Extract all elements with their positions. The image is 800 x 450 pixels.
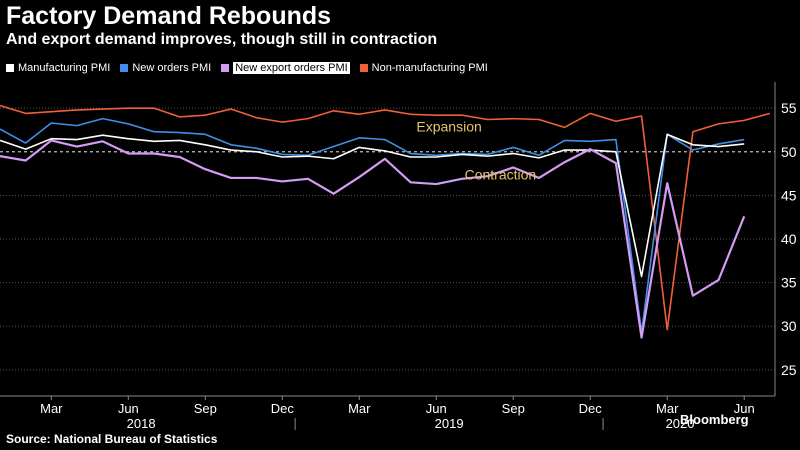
series-line-non-manufacturing-pmi bbox=[0, 104, 771, 331]
annotation-contraction: Contraction bbox=[465, 167, 537, 183]
legend-swatch bbox=[221, 64, 230, 72]
bloomberg-logo: Bloomberg bbox=[680, 412, 749, 427]
x-tick-label: Dec bbox=[579, 401, 603, 416]
legend-item-manufacturing-pmi: Manufacturing PMI bbox=[6, 62, 110, 74]
legend: Manufacturing PMI New orders PMI New exp… bbox=[6, 60, 498, 76]
y-tick-label: 30 bbox=[781, 318, 797, 334]
legend-label: Non-manufacturing PMI bbox=[371, 62, 488, 74]
annotation-expansion: Expansion bbox=[416, 119, 481, 135]
x-tick-label: Mar bbox=[348, 401, 371, 416]
legend-swatch bbox=[359, 64, 368, 72]
legend-item-new-orders-pmi: New orders PMI bbox=[120, 62, 211, 74]
legend-label: New orders PMI bbox=[132, 62, 212, 74]
x-tick-label: Sep bbox=[502, 401, 525, 416]
y-tick-label: 50 bbox=[781, 144, 797, 160]
series-line-manufacturing-pmi bbox=[0, 133, 745, 278]
x-tick-label: Jun bbox=[734, 401, 755, 416]
series-line-new-orders-pmi bbox=[0, 117, 745, 334]
y-tick-label: 35 bbox=[781, 275, 797, 291]
x-tick-label: Jun bbox=[118, 401, 139, 416]
y-tick-label: 40 bbox=[781, 231, 797, 247]
year-label: 2018 bbox=[127, 416, 156, 431]
source-note: Source: National Bureau of Statistics bbox=[6, 432, 218, 446]
year-label: 2020 bbox=[666, 416, 695, 431]
y-tick-label: 55 bbox=[781, 100, 797, 116]
y-tick-label: 45 bbox=[781, 187, 797, 203]
chart-subtitle: And export demand improves, though still… bbox=[6, 31, 438, 48]
legend-swatch bbox=[120, 64, 129, 72]
x-tick-label: Mar bbox=[656, 401, 679, 416]
x-tick-label: Sep bbox=[194, 401, 217, 416]
year-label: 2019 bbox=[435, 416, 464, 431]
x-tick-label: Dec bbox=[271, 401, 295, 416]
y-tick-label: 25 bbox=[781, 362, 797, 378]
legend-swatch bbox=[6, 64, 14, 72]
legend-label: New export orders PMI bbox=[233, 62, 350, 74]
x-tick-label: Jun bbox=[426, 401, 447, 416]
legend-label: Manufacturing PMI bbox=[18, 62, 111, 74]
chart-title: Factory Demand Rebounds bbox=[6, 2, 332, 30]
series-line-new-export-orders-pmi bbox=[0, 139, 746, 339]
legend-item-non-manufacturing-pmi: Non-manufacturing PMI bbox=[359, 62, 488, 74]
legend-item-new-export-orders-pmi: New export orders PMI bbox=[221, 62, 350, 74]
x-tick-label: Mar bbox=[40, 401, 63, 416]
